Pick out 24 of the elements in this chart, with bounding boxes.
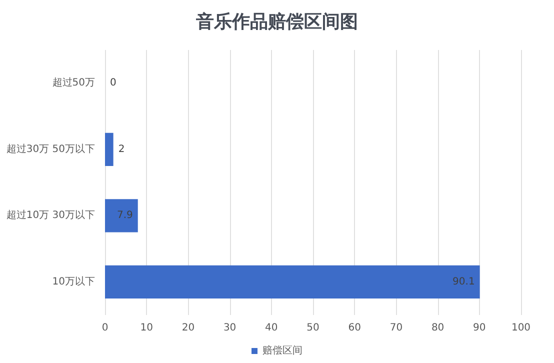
x-tick-label: 50 (306, 322, 320, 334)
chart-title: 音乐作品赔偿区间图 (195, 12, 358, 32)
x-tick-label: 10 (140, 322, 153, 334)
y-tick-label: 超过30万 50万以下 (6, 142, 95, 155)
bar (105, 132, 114, 166)
data-label: 7.9 (116, 210, 133, 222)
x-tick-label: 60 (348, 322, 361, 334)
bar (105, 265, 480, 298)
x-tick-label: 40 (265, 322, 278, 334)
x-tick-label: 0 (102, 322, 108, 334)
y-tick-label: 超过10万 30万以下 (6, 209, 95, 222)
data-label: 90.1 (452, 276, 475, 288)
x-tick-label: 20 (182, 322, 195, 334)
y-tick-label: 10万以下 (52, 275, 95, 288)
data-label: 2 (118, 144, 125, 155)
x-tick-label: 30 (223, 322, 236, 334)
x-tick-label: 90 (473, 322, 486, 334)
x-tick-label: 80 (431, 322, 444, 334)
x-tick-label: 70 (390, 322, 403, 334)
bar (105, 199, 138, 232)
x-tick-label: 100 (511, 322, 531, 334)
y-tick-label: 超过50万 (52, 76, 95, 89)
legend-label: 赔偿区间 (262, 344, 302, 356)
data-label: 0 (110, 78, 116, 89)
